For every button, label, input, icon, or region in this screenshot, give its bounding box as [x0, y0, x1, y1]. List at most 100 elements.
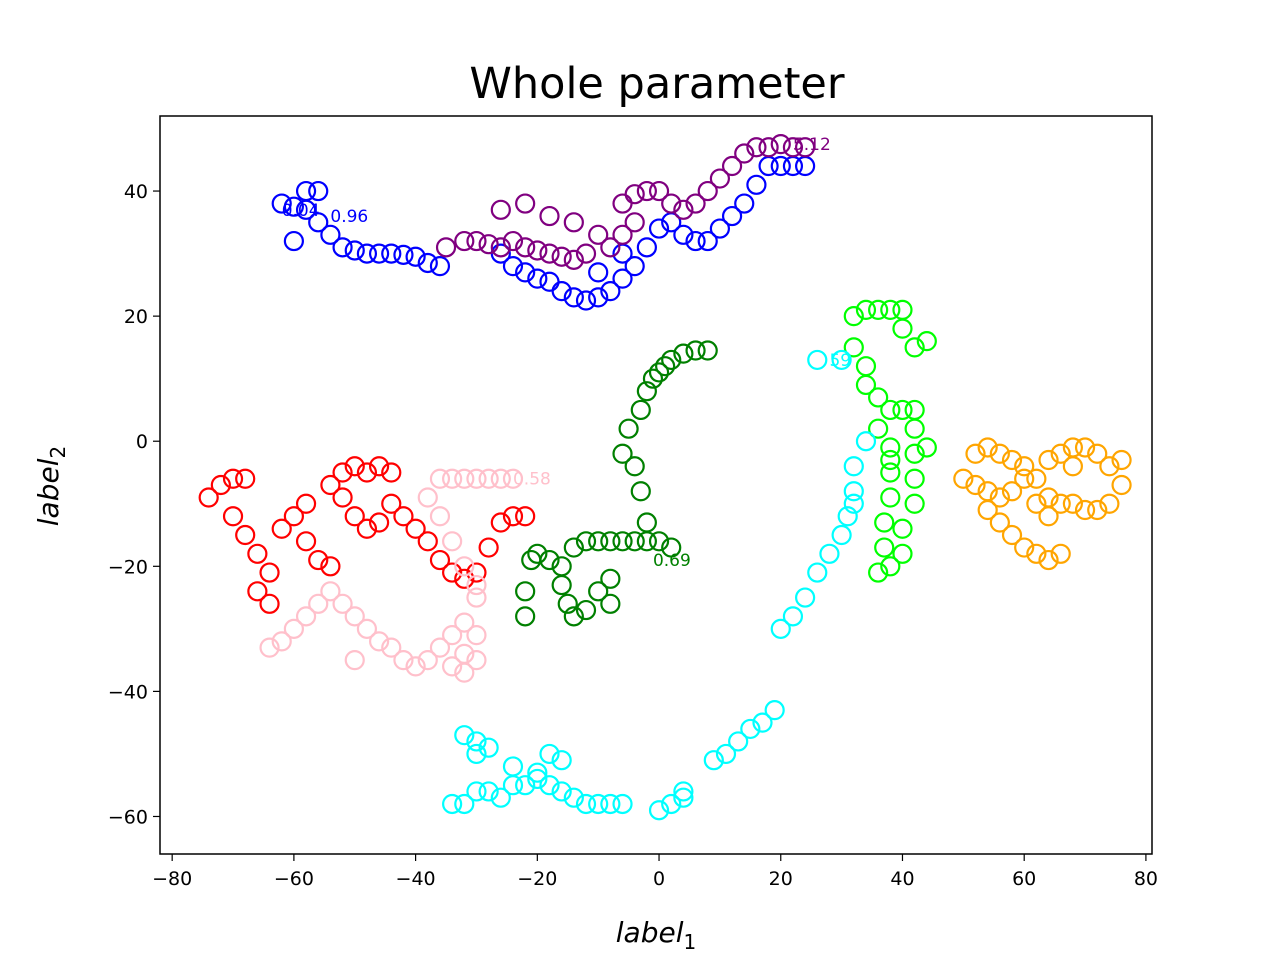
data-point	[308, 549, 329, 571]
data-point	[295, 493, 317, 514]
data-point	[1038, 549, 1059, 571]
data-point	[539, 271, 560, 292]
data-point	[600, 568, 621, 589]
data-point	[1111, 449, 1132, 471]
data-point	[673, 781, 694, 802]
data-point	[819, 543, 840, 564]
data-point	[539, 775, 560, 796]
point-annotation: 5.12	[793, 135, 831, 155]
data-point	[417, 252, 438, 274]
data-point	[308, 212, 329, 233]
data-point	[1074, 437, 1096, 458]
data-point	[904, 399, 925, 421]
data-point	[612, 268, 633, 289]
data-point	[892, 318, 913, 339]
data-point	[454, 468, 475, 489]
data-point	[539, 243, 560, 264]
data-point	[661, 537, 682, 558]
data-point	[673, 199, 694, 220]
data-point	[843, 456, 864, 477]
data-point	[868, 562, 889, 583]
data-point	[271, 518, 292, 539]
data-point	[874, 512, 895, 533]
data-point	[874, 537, 895, 558]
data-point	[295, 531, 317, 552]
data-point	[551, 281, 572, 302]
data-point	[709, 218, 731, 239]
data-point	[557, 593, 578, 614]
data-point	[965, 474, 986, 496]
data-point	[1099, 456, 1120, 477]
data-point	[600, 793, 621, 815]
data-point	[478, 781, 499, 802]
data-point	[892, 518, 913, 539]
data-point	[515, 775, 536, 796]
x-tick-label: 40	[890, 868, 914, 890]
data-point	[588, 581, 609, 602]
data-point	[490, 787, 511, 808]
data-point	[916, 437, 937, 458]
data-point	[782, 137, 804, 158]
x-axis-label: label1	[616, 916, 696, 954]
data-point	[527, 268, 548, 289]
data-point	[368, 456, 390, 477]
data-point	[630, 481, 651, 502]
y-tick-label: −40	[108, 681, 148, 703]
data-point	[527, 240, 548, 261]
data-point	[222, 468, 244, 489]
data-point	[770, 155, 791, 177]
data-point	[1087, 499, 1108, 521]
data-point	[855, 356, 877, 377]
data-point	[515, 193, 536, 214]
data-point	[466, 574, 487, 596]
point-annotation: 0.69	[653, 551, 691, 571]
data-point	[344, 456, 365, 477]
data-point	[892, 543, 913, 564]
data-point	[454, 725, 475, 746]
data-point	[271, 631, 292, 652]
data-point	[782, 606, 804, 627]
data-point	[283, 506, 304, 527]
data-point	[868, 418, 889, 439]
data-point	[308, 180, 329, 202]
data-point	[648, 218, 670, 239]
data-point	[466, 625, 487, 646]
data-point	[904, 443, 925, 464]
data-point	[843, 337, 864, 358]
data-point	[405, 246, 426, 267]
x-tick-label: 60	[1012, 868, 1036, 890]
data-point	[916, 331, 937, 352]
data-point	[721, 205, 743, 227]
data-point	[965, 443, 986, 464]
data-point	[405, 656, 426, 677]
data-point	[697, 230, 718, 252]
data-point	[1099, 493, 1120, 514]
data-point	[685, 193, 706, 214]
data-point	[283, 230, 304, 252]
data-point	[989, 512, 1010, 533]
data-point	[417, 650, 438, 671]
data-point	[259, 637, 280, 658]
data-point	[989, 443, 1010, 464]
data-point	[551, 750, 572, 771]
y-axis-label: label2	[32, 446, 70, 526]
data-point	[442, 468, 463, 489]
data-point	[515, 506, 536, 527]
data-point	[612, 793, 633, 815]
x-tick-label: −80	[152, 868, 192, 890]
data-point	[624, 256, 645, 277]
data-point	[563, 287, 584, 308]
data-point	[673, 787, 694, 808]
point-annotation: 59	[829, 351, 851, 371]
data-point	[429, 506, 451, 527]
data-point	[320, 556, 341, 577]
data-point	[636, 381, 657, 402]
data-point	[655, 356, 676, 377]
data-point	[575, 599, 597, 621]
data-point	[612, 531, 633, 552]
point-annotation: 0.96	[330, 207, 368, 227]
data-point	[478, 737, 499, 758]
data-point	[235, 468, 256, 489]
data-point	[575, 793, 597, 815]
